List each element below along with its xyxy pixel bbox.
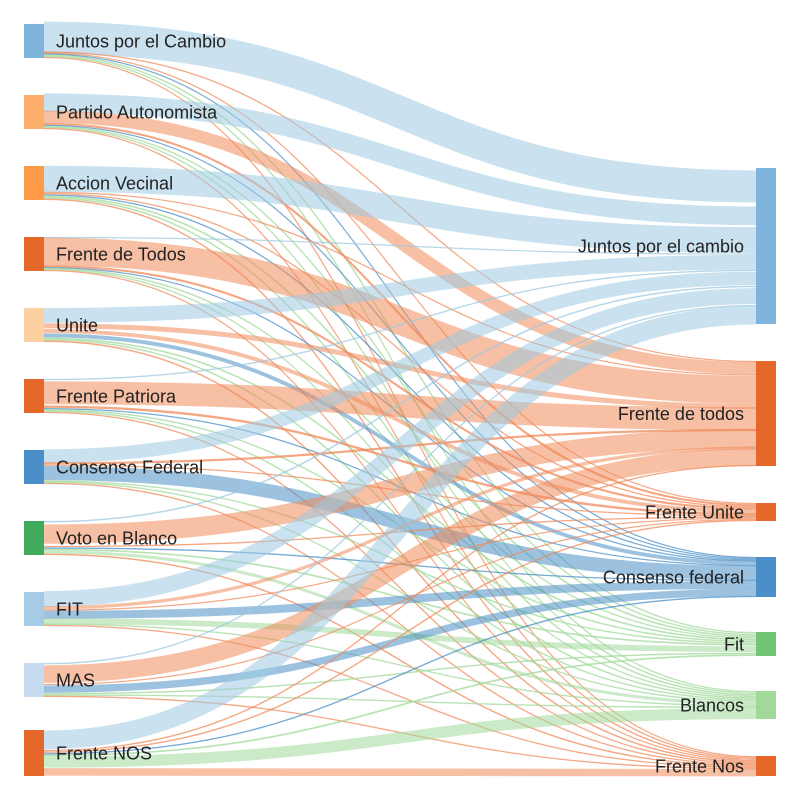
source-node-consenso-federal: [24, 450, 44, 484]
link-mas-to-blancos: [43, 694, 757, 709]
source-node-unite: [24, 308, 44, 342]
link-voto-en-blanco-to-juntos-por-el-cambio: [43, 285, 757, 523]
source-label-mas: MAS: [56, 670, 95, 690]
link-unite-to-frente-unite: [43, 328, 757, 514]
source-node-frente-de-todos: [24, 237, 44, 271]
target-node-blancos: [756, 691, 776, 719]
target-node-juntos-por-el-cambio: [756, 168, 776, 324]
link-consenso-federal-to-blancos: [43, 481, 757, 702]
sankey-nodes: [24, 24, 776, 776]
target-label-juntos-por-el-cambio: Juntos por el cambio: [578, 236, 744, 256]
target-label-frente-de-todos: Frente de todos: [618, 404, 744, 424]
link-partido-autonomista-to-consenso-federal: [43, 124, 757, 560]
link-frente-de-todos-to-juntos-por-el-cambio: [43, 236, 757, 255]
link-fit-to-fit: [43, 618, 757, 653]
link-frente-patriora-to-frente-unite: [43, 405, 757, 516]
link-frente-patriora-to-juntos-por-el-cambio: [43, 269, 757, 381]
source-label-frente-nos: Frente NOS: [56, 743, 152, 763]
link-fit-to-juntos-por-el-cambio: [43, 288, 757, 607]
link-mas-to-frente-de-todos: [43, 448, 757, 683]
link-partido-autonomista-to-fit: [43, 125, 757, 636]
link-mas-to-fit: [43, 652, 757, 695]
source-label-unite: Unite: [56, 315, 98, 335]
link-frente-nos-to-frente-de-todos: [43, 464, 757, 752]
sankey-labels: Juntos por el Cambio Partido Autonomista A…: [56, 31, 744, 776]
link-frente-de-todos-to-frente-unite: [43, 265, 757, 510]
source-label-consenso-federal: Consenso Federal: [56, 457, 203, 477]
source-label-voto-en-blanco: Voto en Blanco: [56, 528, 177, 548]
target-label-frente-nos: Frente Nos: [655, 756, 744, 776]
target-node-frente-de-todos: [756, 361, 776, 466]
source-node-partido-autonomista: [24, 95, 44, 129]
target-node-frente-unite: [756, 503, 776, 521]
link-consenso-federal-to-frente-nos: [43, 482, 757, 766]
link-voto-en-blanco-to-frente-de-todos: [43, 429, 757, 544]
link-frente-nos-to-consenso-federal: [43, 595, 757, 755]
link-frente-patriora-to-frente-nos: [43, 411, 757, 764]
link-voto-en-blanco-to-frente-nos: [43, 553, 757, 767]
source-node-mas: [24, 663, 44, 697]
sankey-links: [43, 21, 757, 777]
link-fit-to-frente-nos: [43, 624, 757, 768]
link-accion-vecinal-to-frente-unite: [43, 192, 757, 508]
link-fit-to-consenso-federal: [43, 580, 757, 619]
link-partido-autonomista-to-frente-de-todos: [43, 110, 757, 375]
source-label-fit: FIT: [56, 599, 83, 619]
source-node-frente-nos: [24, 730, 44, 776]
link-voto-en-blanco-to-blancos: [43, 550, 757, 705]
source-node-frente-patriora: [24, 379, 44, 413]
link-frente-patriora-to-frente-de-todos: [43, 381, 757, 431]
link-frente-patriora-to-blancos: [43, 410, 757, 701]
link-accion-vecinal-to-consenso-federal: [43, 194, 757, 561]
target-node-fit: [756, 632, 776, 656]
link-mas-to-frente-unite: [43, 518, 757, 686]
link-accion-vecinal-to-juntos-por-el-cambio: [43, 165, 757, 254]
link-unite-to-juntos-por-el-cambio: [43, 254, 757, 323]
source-label-accion-vecinal: Accion Vecinal: [56, 173, 173, 193]
link-consenso-federal-to-juntos-por-el-cambio: [43, 271, 757, 463]
source-node-fit: [24, 592, 44, 626]
source-label-partido-autonomista: Partido Autonomista: [56, 102, 218, 122]
target-label-fit: Fit: [724, 634, 744, 654]
link-mas-to-consenso-federal: [43, 588, 757, 693]
link-frente-nos-to-fit: [43, 654, 757, 757]
source-label-frente-de-todos: Frente de Todos: [56, 244, 186, 264]
link-frente-nos-to-juntos-por-el-cambio: [43, 305, 757, 750]
link-partido-autonomista-to-juntos-por-el-cambio: [43, 93, 757, 226]
link-frente-de-todos-to-frente-de-todos: [43, 237, 757, 404]
link-frente-nos-to-frente-nos: [43, 768, 757, 777]
target-node-frente-nos: [756, 756, 776, 776]
link-mas-to-juntos-por-el-cambio: [43, 304, 757, 665]
target-node-consenso-federal: [756, 557, 776, 597]
link-juntos-por-el-cambio-to-juntos-por-el-cambio: [43, 21, 757, 203]
link-unite-to-frente-nos: [43, 340, 757, 763]
link-fit-to-blancos: [43, 623, 757, 707]
source-node-voto-en-blanco: [24, 521, 44, 555]
source-label-frente-patriora: Frente Patriora: [56, 386, 177, 406]
target-label-blancos: Blancos: [680, 695, 744, 715]
target-label-frente-unite: Frente Unite: [645, 502, 744, 522]
link-frente-nos-to-frente-unite: [43, 519, 757, 753]
source-node-juntos-por-el-cambio: [24, 24, 44, 58]
source-node-accion-vecinal: [24, 166, 44, 200]
link-frente-nos-to-blancos: [43, 707, 757, 768]
target-label-consenso-federal: Consenso federal: [603, 567, 744, 587]
source-label-juntos-por-el-cambio: Juntos por el Cambio: [56, 31, 226, 51]
